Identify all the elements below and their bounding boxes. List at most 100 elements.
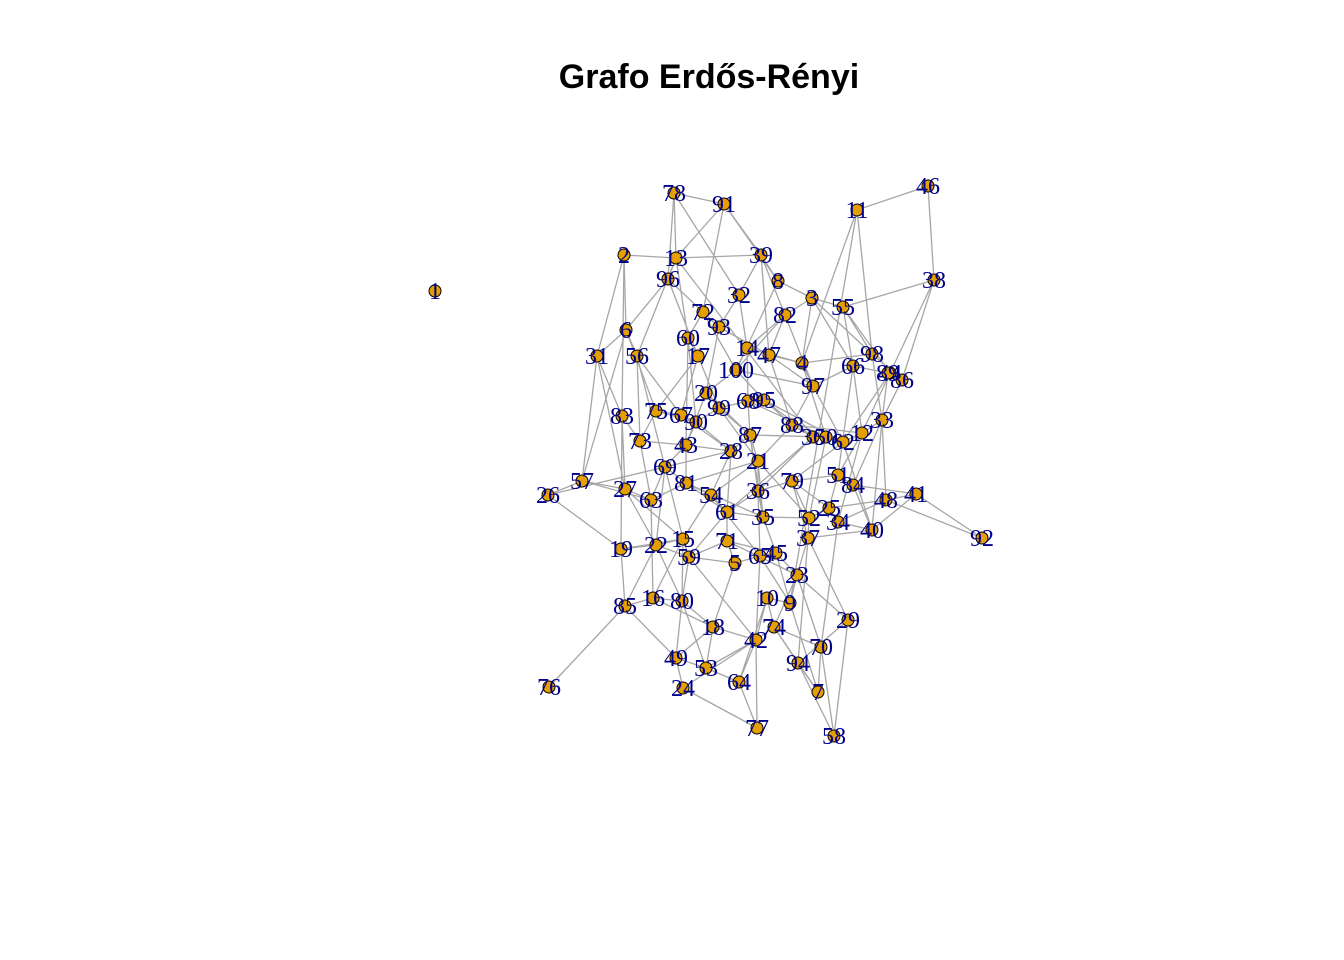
vertex-35: 35 [751,505,775,531]
vertex-label: 39 [749,243,773,269]
vertex-98: 98 [860,342,884,368]
edge-59-80 [681,556,690,602]
vertex-label: 46 [916,174,940,200]
vertex-39: 39 [749,243,773,269]
vertex-marker [827,729,841,743]
edge-78-32 [673,192,740,296]
vertex-label: 81 [674,471,698,497]
vertex-marker [771,274,785,288]
edge-59-42 [688,556,757,641]
edge-58-70 [820,646,835,737]
edge-54-21 [710,460,759,496]
vertex-label: 9 [784,591,796,617]
vertex-label: 34 [826,510,850,536]
vertex-label: 78 [662,181,686,207]
vertex-53: 53 [694,656,718,682]
vertex-label: 41 [904,482,928,508]
vertex-label: 6 [620,318,632,344]
vertex-17: 17 [686,344,710,370]
vertex-marker [689,415,703,429]
vertex-marker [895,373,909,387]
vertex-74: 74 [762,615,786,641]
edge-32-14 [738,294,748,349]
vertex-3: 3 [805,286,819,312]
vertex-2: 2 [617,243,631,269]
vertex-34: 34 [826,510,850,536]
vertex-93: 93 [707,315,731,341]
vertex-14: 14 [735,336,759,362]
vertex-7: 7 [811,680,825,706]
vertex-marker [706,620,720,634]
edge-33-48 [881,419,887,501]
vertex-label: 76 [537,675,561,701]
edge-85-76 [548,605,626,688]
edge-18-80 [681,600,714,628]
edge-23-70 [796,574,822,648]
vertex-5: 5 [728,551,742,577]
vertex-marker [831,515,845,529]
edge-42-18 [712,626,757,641]
vertex-marker [649,404,663,418]
vertex-label: 66 [841,354,865,380]
vertex-label: 79 [780,469,804,495]
vertex-54: 54 [699,483,723,509]
edge-54-15 [682,494,712,540]
vertex-94: 94 [786,651,810,677]
edge-97-88 [791,385,814,426]
edge-9-7 [789,602,819,693]
vertex-28: 28 [719,439,743,465]
edge-25-48 [828,499,887,509]
edge-58-29 [833,619,849,737]
edge-33-84 [852,419,883,486]
vertex-9: 9 [783,591,797,617]
vertex-marker [669,251,683,265]
vertex-10: 10 [755,586,779,612]
vertex-89: 89 [876,361,900,387]
vertex-label: 84 [841,473,865,499]
vertex-marker [732,288,746,302]
edge-77-42 [755,639,758,729]
vertex-marker [633,434,647,448]
vertex-label: 7 [812,680,824,706]
vertex-marker [669,651,683,665]
vertex-1: 1 [428,279,442,305]
vertex-marker [846,359,860,373]
vertex-label: 75 [644,399,668,425]
edge-60-43 [685,337,689,446]
edge-3-98 [811,297,873,355]
edge-55-44 [842,306,891,374]
vertex-label: 16 [641,586,665,612]
vertex-64: 64 [727,670,751,696]
vertex-marker [699,661,713,675]
edge-35-52 [762,516,810,519]
edge-27-22 [624,488,657,546]
edge-22-80 [655,544,683,602]
edge-19-26 [547,494,622,550]
edge-59-71 [688,540,728,558]
edge-17-67 [680,355,699,416]
edge-61-59 [688,511,728,558]
edge-97-62 [812,385,844,443]
vertex-96: 96 [656,267,680,293]
vertex-marker [806,379,820,393]
edge-29-37 [807,537,849,621]
edge-39-47 [760,254,770,356]
vertex-65: 65 [748,544,772,570]
edge-88-21 [757,424,793,462]
vertex-label: 92 [970,526,994,552]
edge-78-13 [673,192,677,259]
vertex-marker [795,356,809,370]
vertex-label: 33 [870,408,894,434]
vertex-label: 55 [831,295,855,321]
vertex-label: 69 [653,455,677,481]
vertex-50: 50 [814,425,838,451]
vertex-label: 26 [536,483,560,509]
vertex-97: 97 [801,374,825,400]
edge-44-12 [861,372,891,434]
node-layer: 1234567891011121314151617181920212223242… [428,174,994,750]
vertex-label: 73 [628,429,652,455]
vertex-marker [617,248,631,262]
vertex-79: 79 [780,469,804,495]
edge-83-27 [621,415,626,490]
